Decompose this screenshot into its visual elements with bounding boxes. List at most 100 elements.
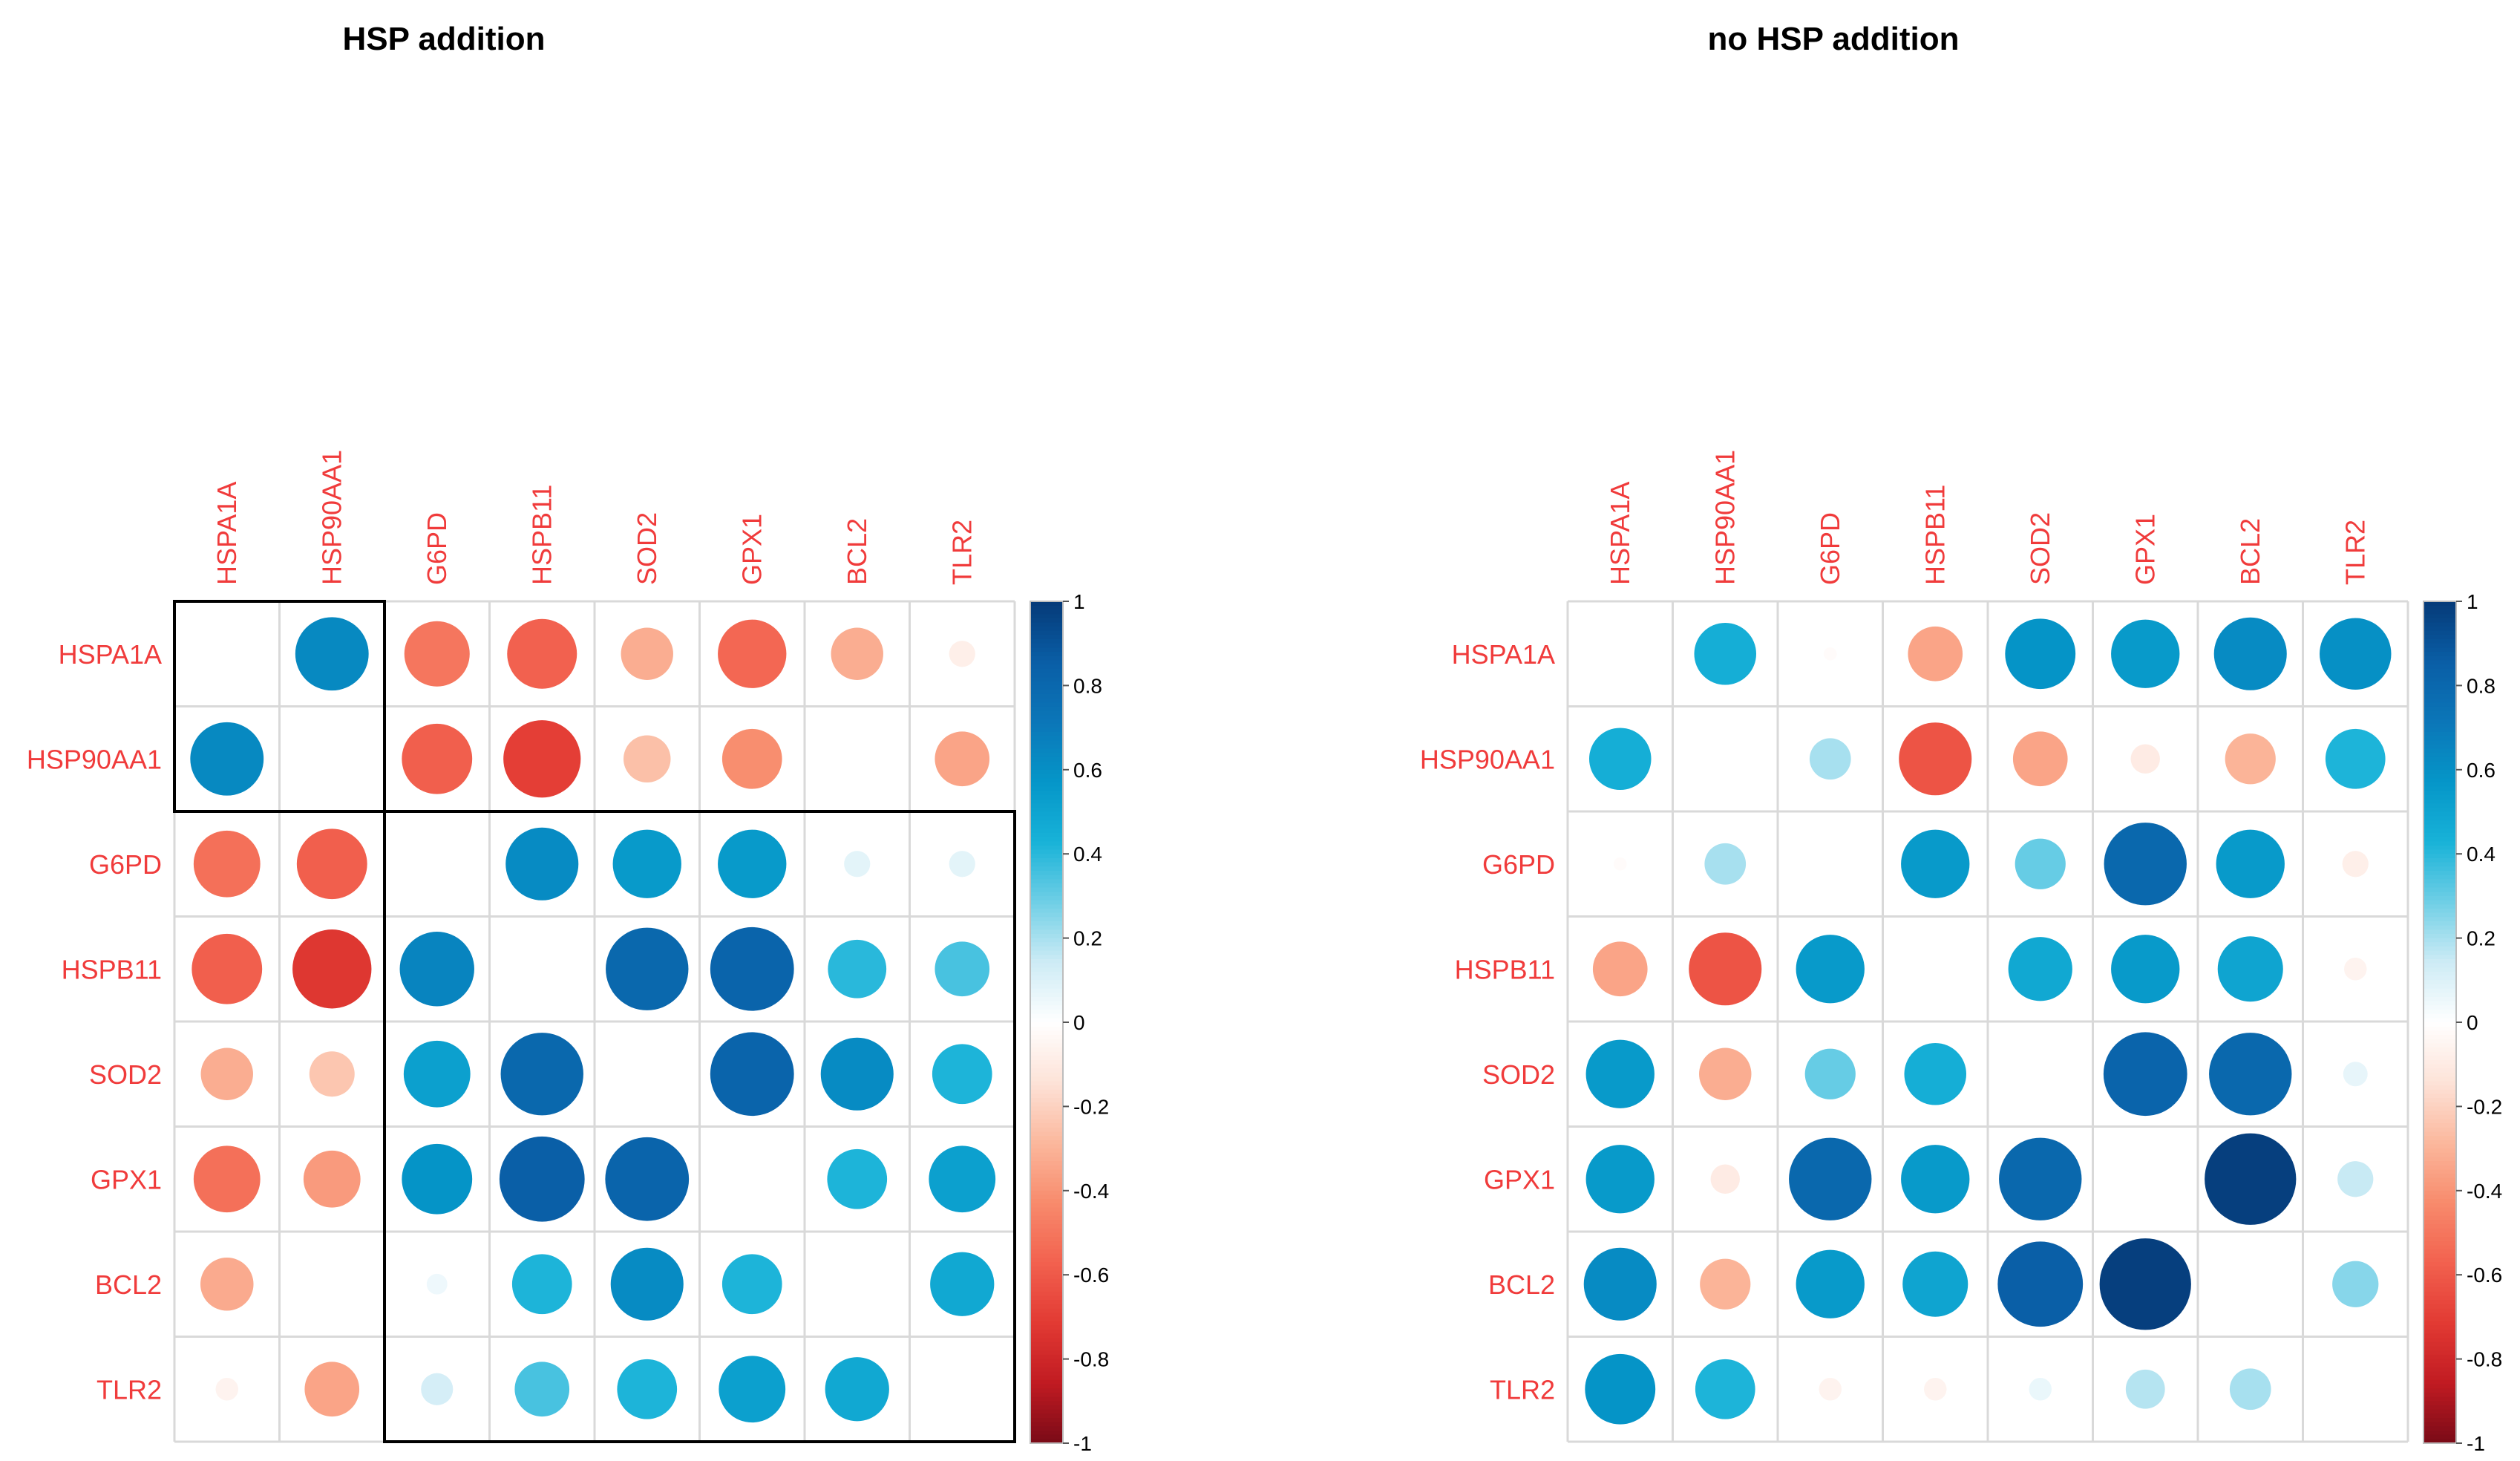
colorbar-tick-label: 0 bbox=[1073, 1011, 1085, 1034]
colorbar-segment bbox=[1030, 955, 1063, 960]
colorbar-segment bbox=[1030, 1275, 1063, 1280]
colorbar-segment bbox=[1030, 1212, 1063, 1217]
colorbar-segment bbox=[1030, 1177, 1063, 1183]
colorbar-segment bbox=[2424, 1182, 2456, 1187]
corr-circle-hsp90aa1-g6pd bbox=[1809, 738, 1851, 780]
colorbar-segment bbox=[1030, 908, 1063, 914]
colorbar-segment bbox=[1030, 609, 1063, 615]
colorbar-segment bbox=[2424, 1278, 2456, 1284]
colorbar-segment bbox=[1030, 1363, 1063, 1368]
corr-circle-sod2-hspb11 bbox=[500, 1033, 583, 1116]
colorbar-segment bbox=[2424, 1376, 2456, 1381]
colorbar-segment bbox=[1030, 849, 1063, 854]
colorbar-segment bbox=[1030, 1405, 1063, 1411]
colorbar-segment bbox=[2424, 816, 2456, 821]
row-label-sod2: SOD2 bbox=[1482, 1059, 1555, 1090]
colorbar-segment bbox=[2424, 1308, 2456, 1314]
colorbar-segment bbox=[2424, 1081, 2456, 1086]
corr-circle-tlr2-hspb11 bbox=[1923, 1377, 1947, 1401]
colorbar-segment bbox=[2424, 791, 2456, 796]
colorbar-segment bbox=[1030, 635, 1063, 640]
colorbar-tick-label: -1 bbox=[2467, 1432, 2485, 1455]
row-label-hsp90aa1: HSP90AA1 bbox=[1420, 744, 1555, 774]
colorbar-segment bbox=[1030, 1013, 1063, 1019]
colorbar-segment bbox=[2424, 1270, 2456, 1275]
corr-circle-sod2-hspa1a bbox=[1585, 1039, 1655, 1108]
colorbar-segment bbox=[1030, 1354, 1063, 1360]
colorbar-segment bbox=[2424, 656, 2456, 661]
colorbar-segment bbox=[1030, 778, 1063, 783]
colorbar-segment bbox=[2424, 921, 2456, 926]
colorbar-segment bbox=[1030, 753, 1063, 758]
colorbar-tick-label: 0.2 bbox=[1073, 927, 1102, 950]
corr-circle-hspb11-sod2 bbox=[2008, 937, 2072, 1001]
colorbar-segment bbox=[1030, 870, 1063, 876]
colorbar-tick-label: -0.6 bbox=[2467, 1264, 2502, 1287]
col-label-sod2: SOD2 bbox=[632, 512, 662, 585]
colorbar-segment bbox=[1030, 786, 1063, 791]
colorbar-segment bbox=[1030, 782, 1063, 788]
corr-circle-hspb11-gpx1 bbox=[710, 926, 794, 1011]
colorbar-tick-label: 0.4 bbox=[1073, 843, 1102, 866]
colorbar-segment bbox=[1030, 1283, 1063, 1289]
colorbar-segment bbox=[2424, 1026, 2456, 1032]
row-label-g6pd: G6PD bbox=[89, 849, 162, 880]
colorbar-segment bbox=[2424, 786, 2456, 791]
corr-circle-hspa1a-sod2 bbox=[2005, 618, 2076, 690]
colorbar-segment bbox=[1030, 1258, 1063, 1263]
colorbar-segment bbox=[2424, 618, 2456, 624]
colorbar-segment bbox=[1030, 938, 1063, 944]
colorbar-segment bbox=[2424, 929, 2456, 935]
colorbar-segment bbox=[2424, 614, 2456, 619]
colorbar-segment bbox=[1030, 1098, 1063, 1103]
colorbar-segment bbox=[1030, 975, 1063, 981]
corr-circle-bcl2-hspa1a bbox=[1583, 1247, 1657, 1321]
corr-circle-hspb11-sod2 bbox=[606, 927, 689, 1010]
corr-circle-hsp90aa1-tlr2 bbox=[935, 731, 990, 787]
colorbar-segment bbox=[2424, 731, 2456, 737]
colorbar-segment bbox=[2424, 1043, 2456, 1048]
colorbar-segment bbox=[2424, 664, 2456, 670]
corr-circle-g6pd-gpx1 bbox=[2104, 823, 2187, 906]
corr-circle-g6pd-hspb11 bbox=[1901, 829, 1970, 898]
colorbar-segment bbox=[1030, 627, 1063, 632]
colorbar-segment bbox=[2424, 1169, 2456, 1174]
col-label-hsp90aa1: HSP90AA1 bbox=[316, 450, 347, 585]
colorbar-segment bbox=[1030, 942, 1063, 947]
corr-circle-hsp90aa1-gpx1 bbox=[2130, 744, 2160, 774]
colorbar-segment bbox=[2424, 1384, 2456, 1390]
colorbar-segment bbox=[1030, 1350, 1063, 1356]
colorbar-segment bbox=[2424, 854, 2456, 859]
colorbar-segment bbox=[2424, 958, 2456, 964]
colorbar-segment bbox=[2424, 627, 2456, 632]
colorbar-segment bbox=[2424, 710, 2456, 716]
corr-circle-g6pd-hsp90aa1 bbox=[1704, 843, 1747, 885]
colorbar-segment bbox=[2424, 1392, 2456, 1398]
corr-circle-hsp90aa1-tlr2 bbox=[2325, 728, 2386, 789]
colorbar-segment bbox=[1030, 1148, 1063, 1154]
colorbar-segment bbox=[2424, 635, 2456, 640]
colorbar-segment bbox=[1030, 1439, 1063, 1444]
colorbar-segment bbox=[2424, 1174, 2456, 1179]
colorbar-segment bbox=[2424, 912, 2456, 918]
corr-circle-g6pd-hspb11 bbox=[505, 827, 579, 901]
colorbar-segment bbox=[1030, 883, 1063, 889]
colorbar-segment bbox=[1030, 622, 1063, 627]
colorbar-segment bbox=[1030, 1341, 1063, 1347]
colorbar-segment bbox=[2424, 904, 2456, 909]
colorbar-segment bbox=[2424, 1131, 2456, 1137]
colorbar-segment bbox=[2424, 993, 2456, 998]
colorbar-segment bbox=[2424, 895, 2456, 901]
colorbar-segment bbox=[2424, 1140, 2456, 1145]
colorbar-segment bbox=[1030, 668, 1063, 674]
row-label-hspa1a: HSPA1A bbox=[1452, 639, 1555, 670]
colorbar-segment bbox=[1030, 690, 1063, 695]
colorbar-segment bbox=[1030, 673, 1063, 678]
colorbar-segment bbox=[2424, 698, 2456, 703]
colorbar-segment bbox=[1030, 618, 1063, 624]
corr-circle-sod2-bcl2 bbox=[820, 1037, 894, 1111]
corr-circle-bcl2-gpx1 bbox=[721, 1254, 782, 1315]
colorbar-segment bbox=[1030, 1161, 1063, 1166]
colorbar-segment bbox=[1030, 1379, 1063, 1385]
colorbar-segment bbox=[2424, 1177, 2456, 1183]
